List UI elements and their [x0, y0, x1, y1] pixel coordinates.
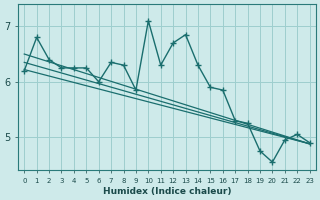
- X-axis label: Humidex (Indice chaleur): Humidex (Indice chaleur): [103, 187, 231, 196]
